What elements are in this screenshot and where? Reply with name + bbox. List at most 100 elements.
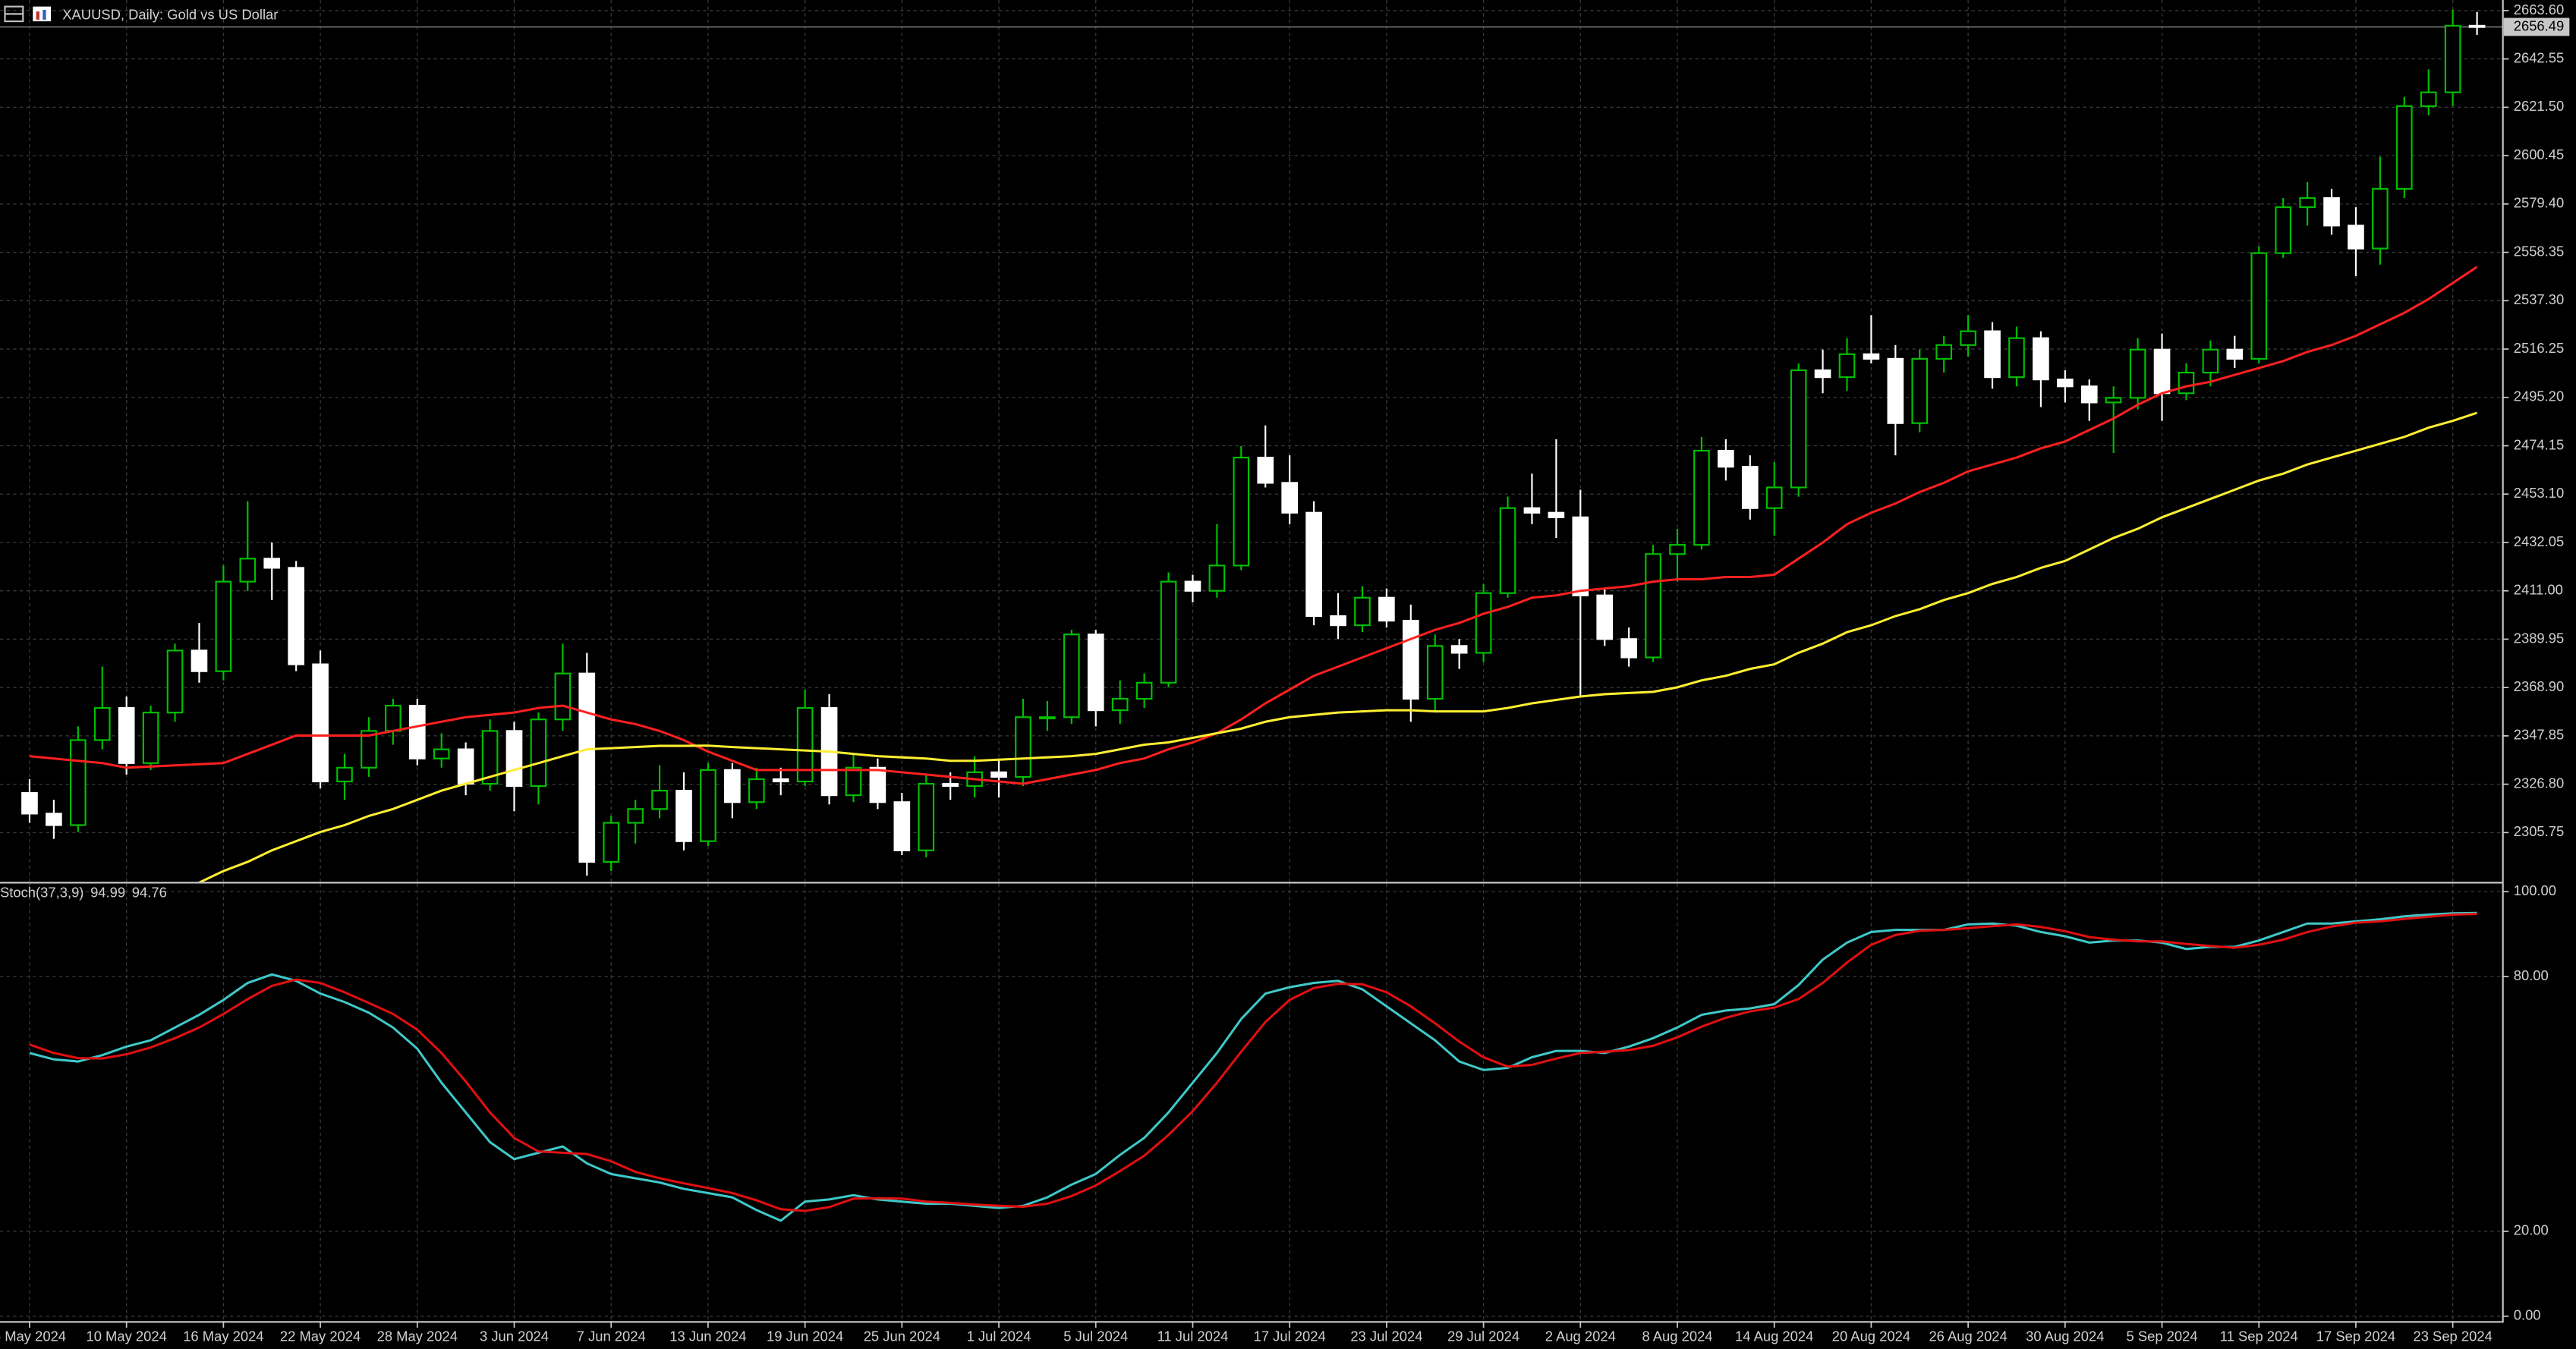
candle-body: [554, 672, 572, 721]
candle-body: [1596, 594, 1614, 640]
candle-body: [1208, 564, 1226, 592]
candle-body: [1911, 357, 1929, 424]
candle-body: [2444, 24, 2461, 93]
candle-body: [1039, 716, 1056, 720]
candle-body: [1135, 681, 1153, 700]
y-tick-label: 2579.40: [2514, 195, 2564, 211]
x-tick-label: 5 Jul 2024: [1063, 1329, 1128, 1344]
line: [198, 411, 2478, 882]
y-tick-label: 2558.35: [2514, 243, 2564, 259]
y-tick-label: 2326.80: [2514, 775, 2564, 791]
candle-body: [312, 663, 329, 783]
candle-body: [2008, 337, 2025, 379]
y-tick-label: 2495.20: [2514, 388, 2564, 404]
candle-body: [1378, 596, 1395, 622]
y-tick-label: 2621.50: [2514, 98, 2564, 114]
candle-body: [1765, 486, 1783, 509]
candle-body: [2420, 91, 2437, 107]
chart-title: XAUUSD, Daily: Gold vs US Dollar: [62, 6, 278, 22]
candle-body: [2129, 348, 2146, 399]
candle-body: [1838, 353, 1856, 379]
candle-body: [1402, 619, 1419, 700]
y-tick-label: 80.00: [2514, 967, 2549, 983]
indicator-value: 94.99: [90, 884, 125, 900]
x-tick-label: 13 Jun 2024: [669, 1329, 746, 1344]
indicator-value: 94.76: [132, 884, 167, 900]
price-pane: [0, 9, 2502, 882]
candle-body: [530, 719, 547, 788]
candle-body: [191, 649, 208, 672]
candle-body: [69, 739, 87, 826]
candle-body: [288, 567, 304, 665]
candle-body: [2395, 105, 2413, 190]
candle-body: [1330, 615, 1346, 627]
candle-body: [2348, 225, 2364, 250]
candle-body: [1111, 697, 1129, 712]
candle-body: [46, 813, 62, 826]
candle-body: [1814, 369, 1831, 379]
x-tick-label: 16 May 2024: [183, 1329, 263, 1344]
current-price-label: 2656.49: [2514, 17, 2564, 33]
x-tick-label: 23 Jul 2024: [1350, 1329, 1422, 1344]
x-tick-label: 30 Aug 2024: [2026, 1329, 2104, 1344]
candle-body: [2202, 348, 2219, 374]
candle-body: [1233, 457, 1250, 567]
marks: [0, 9, 2502, 1222]
x-tick-label: 19 Jun 2024: [767, 1329, 843, 1344]
icon: [33, 6, 52, 22]
candle-body: [845, 766, 862, 797]
candle-body: [1523, 507, 1541, 514]
y-tick-label: 2305.75: [2514, 823, 2564, 839]
candle-body: [408, 704, 426, 759]
candle-body: [700, 769, 716, 842]
y-tick-label: 2537.30: [2514, 291, 2564, 307]
candle-body: [2299, 197, 2316, 209]
x-tick-label: 23 Sep 2024: [2413, 1329, 2492, 1344]
candle-body: [1572, 516, 1589, 596]
candle-body: [1741, 466, 1759, 509]
candle-body: [1305, 511, 1322, 618]
candle-body: [1718, 449, 1734, 468]
x-tick-label: 26 Aug 2024: [1929, 1329, 2007, 1344]
candle-body: [918, 782, 935, 851]
candle-body: [215, 580, 232, 672]
candle-body: [142, 712, 159, 764]
candle-body: [385, 704, 402, 732]
x-tick-label: 3 Jun 2024: [480, 1329, 549, 1344]
x-tick-label: 8 Aug 2024: [1642, 1329, 1712, 1344]
line: [29, 266, 2478, 785]
stoch-pane: [29, 911, 2477, 1222]
x-tick-label: 5 Sep 2024: [2126, 1329, 2197, 1344]
x-tick-label: 2 Aug 2024: [1545, 1329, 1616, 1344]
candle-body: [942, 782, 959, 788]
candle-body: [481, 730, 499, 785]
candle-body: [1669, 544, 1686, 555]
candle-body: [2372, 187, 2389, 250]
candle-body: [1160, 580, 1177, 684]
candle-body: [1184, 580, 1201, 592]
current-price-box: [2503, 17, 2570, 36]
candle-body: [1281, 482, 1298, 514]
candle-body: [627, 808, 644, 824]
y-tick-label: 2411.00: [2514, 582, 2563, 598]
y-tick-label: 2642.55: [2514, 50, 2564, 66]
candle-body: [772, 778, 789, 783]
y-tick-label: 2368.90: [2514, 678, 2564, 694]
candle-body: [1620, 638, 1637, 659]
candle-body: [505, 730, 523, 788]
candle-body: [2105, 397, 2122, 404]
candle-body: [578, 672, 596, 863]
candle-body: [1548, 511, 1565, 518]
x-tick-label: 14 Aug 2024: [1735, 1329, 1813, 1344]
candle-body: [2057, 379, 2074, 388]
y-tick-label: 2600.45: [2514, 146, 2564, 162]
y-tick-label: 0.00: [2514, 1307, 2541, 1323]
candle-body: [1475, 592, 1492, 654]
candle-body: [2178, 371, 2195, 395]
x-tick-label: 28 May 2024: [377, 1329, 458, 1344]
candle-body: [336, 766, 353, 783]
candle-body: [239, 558, 257, 583]
x-tick-label: 11 Jul 2024: [1157, 1329, 1229, 1344]
y-tick-label: 2474.15: [2514, 436, 2564, 452]
